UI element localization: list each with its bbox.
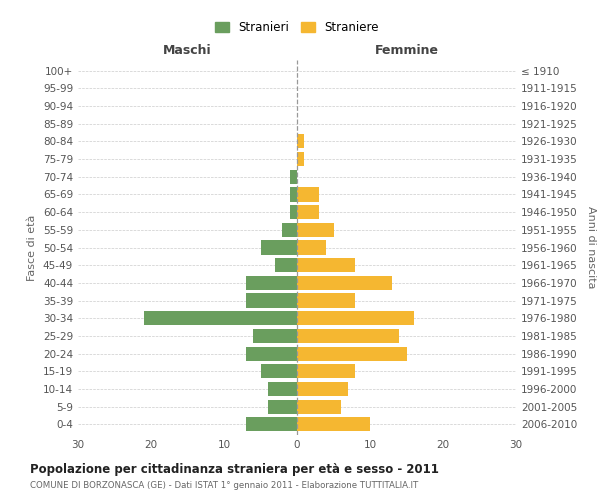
Bar xyxy=(297,418,370,432)
Bar xyxy=(260,240,297,254)
Bar xyxy=(297,258,355,272)
Bar xyxy=(246,346,297,360)
Bar xyxy=(297,364,355,378)
Bar xyxy=(268,400,297,414)
Bar xyxy=(297,329,399,343)
Bar xyxy=(297,152,304,166)
Text: Femmine: Femmine xyxy=(374,44,439,58)
Text: Maschi: Maschi xyxy=(163,44,212,58)
Bar xyxy=(297,222,334,237)
Bar xyxy=(144,311,297,326)
Bar xyxy=(260,364,297,378)
Bar xyxy=(290,170,297,184)
Legend: Stranieri, Straniere: Stranieri, Straniere xyxy=(215,21,379,34)
Bar xyxy=(246,418,297,432)
Bar xyxy=(297,400,341,414)
Bar xyxy=(297,346,407,360)
Bar xyxy=(268,382,297,396)
Text: Popolazione per cittadinanza straniera per età e sesso - 2011: Popolazione per cittadinanza straniera p… xyxy=(30,462,439,475)
Bar xyxy=(275,258,297,272)
Bar xyxy=(297,382,348,396)
Bar xyxy=(290,188,297,202)
Bar xyxy=(297,294,355,308)
Text: COMUNE DI BORZONASCA (GE) - Dati ISTAT 1° gennaio 2011 - Elaborazione TUTTITALIA: COMUNE DI BORZONASCA (GE) - Dati ISTAT 1… xyxy=(30,481,418,490)
Bar xyxy=(297,240,326,254)
Bar xyxy=(297,205,319,219)
Bar xyxy=(297,276,392,290)
Bar xyxy=(246,294,297,308)
Bar xyxy=(253,329,297,343)
Y-axis label: Anni di nascita: Anni di nascita xyxy=(586,206,596,289)
Bar xyxy=(283,222,297,237)
Bar xyxy=(290,205,297,219)
Bar xyxy=(297,188,319,202)
Y-axis label: Fasce di età: Fasce di età xyxy=(28,214,37,280)
Bar xyxy=(297,134,304,148)
Bar xyxy=(246,276,297,290)
Bar xyxy=(297,311,414,326)
